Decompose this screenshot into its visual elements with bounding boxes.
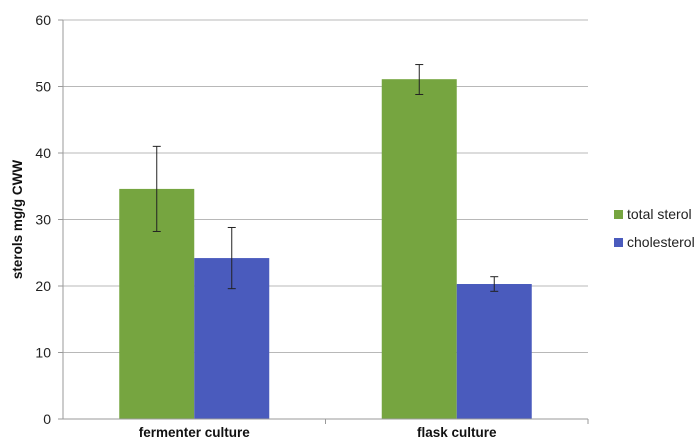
y-axis-title: sterols mg/g CWW bbox=[10, 160, 25, 280]
legend-swatch bbox=[614, 238, 623, 247]
error-bar bbox=[490, 276, 499, 292]
y-tick-label: 60 bbox=[35, 12, 51, 28]
error-bar bbox=[227, 226, 236, 290]
x-axis-categories: fermenter culture flask culture bbox=[139, 419, 589, 438]
y-tick-label: 20 bbox=[35, 278, 51, 294]
legend-swatch bbox=[614, 210, 623, 219]
x-category-label: fermenter culture bbox=[139, 425, 251, 438]
y-tick-label: 0 bbox=[43, 411, 51, 427]
error-bar bbox=[415, 64, 424, 95]
bar-cholesterol-2 bbox=[456, 284, 532, 419]
y-tick-label: 30 bbox=[35, 212, 51, 228]
bar-total-sterol-2 bbox=[381, 79, 457, 419]
error-bar bbox=[152, 145, 161, 232]
error-bars bbox=[152, 64, 499, 292]
y-tick-label: 40 bbox=[35, 145, 51, 161]
y-axis-ticks: 0 10 20 30 40 50 60 bbox=[35, 12, 63, 427]
y-tick-label: 50 bbox=[35, 79, 51, 95]
x-category-label: flask culture bbox=[417, 425, 497, 438]
legend-label: cholesterol bbox=[627, 234, 695, 250]
bars bbox=[119, 79, 532, 419]
legend-label: total sterol bbox=[627, 206, 692, 222]
y-tick-label: 10 bbox=[35, 345, 51, 361]
legend: total sterol cholesterol bbox=[614, 206, 695, 250]
